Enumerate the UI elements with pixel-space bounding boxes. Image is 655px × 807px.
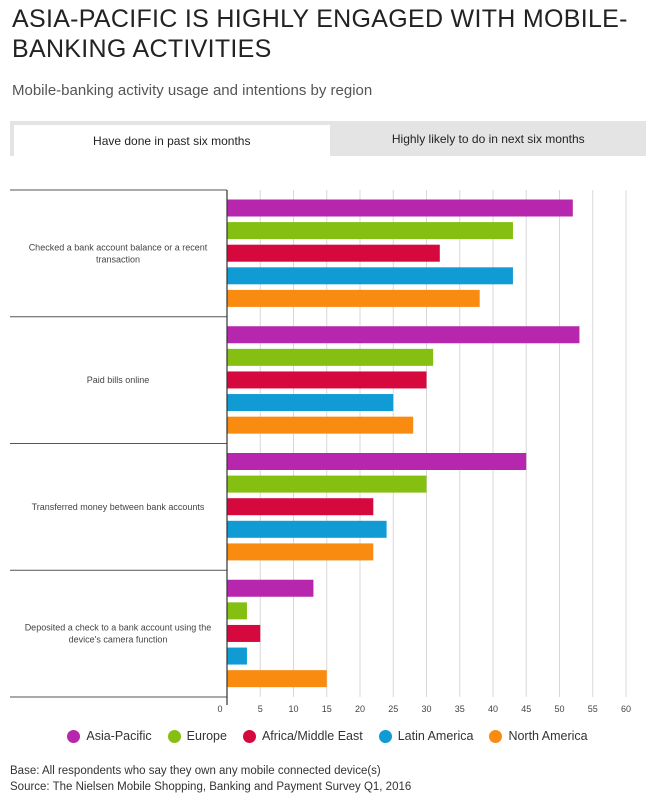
bar-2-europe	[227, 348, 434, 366]
tab-bar: Have done in past six months Highly like…	[10, 121, 646, 156]
legend-item-europe: Europe	[167, 729, 227, 743]
legend-swatch	[167, 729, 181, 743]
x-tick-label-25: 25	[388, 704, 398, 714]
legend-swatch	[378, 729, 392, 743]
x-tick-label-15: 15	[322, 704, 332, 714]
x-tick-label-50: 50	[554, 704, 564, 714]
x-tick-label-30: 30	[421, 704, 431, 714]
chart-legend: Asia-Pacific Europe Africa/Middle East Lati…	[0, 729, 655, 743]
legend-item-north-america: North America	[489, 729, 588, 743]
legend-swatch	[489, 729, 503, 743]
category-label-1: Checked a bank account balance or a rece…	[29, 242, 208, 264]
legend-label: Europe	[186, 729, 227, 743]
bar-2-north-america	[227, 416, 414, 434]
footnote-source: Source: The Nielsen Mobile Shopping, Ban…	[10, 781, 412, 793]
legend-label: Asia-Pacific	[86, 729, 152, 743]
legend-item-asia-pacific: Asia-Pacific	[67, 729, 152, 743]
legend-label: Africa/Middle East	[261, 729, 363, 743]
legend-label: North America	[508, 729, 588, 743]
page-title: ASIA-PACIFIC IS HIGHLY ENGAGED WITH MOBI…	[12, 5, 628, 63]
bar-3-asia-pacific	[227, 453, 527, 470]
bar-1-asia-pacific	[227, 199, 573, 217]
bar-1-africa-middle-east	[227, 244, 440, 262]
bar-4-north-america	[227, 670, 327, 688]
bar-1-europe	[227, 222, 513, 240]
x-tick-label-35: 35	[455, 704, 465, 714]
category-label-4: Deposited a check to a bank account usin…	[25, 623, 212, 645]
legend-swatch	[242, 729, 256, 743]
bar-4-europe	[227, 602, 247, 620]
x-tick-label-60: 60	[621, 704, 631, 714]
bar-1-latin-america	[227, 267, 513, 285]
bar-3-latin-america	[227, 520, 387, 538]
x-tick-label-0: 0	[217, 704, 222, 714]
category-label-3: Transferred money between bank accounts	[32, 502, 205, 512]
bar-2-latin-america	[227, 394, 394, 412]
bar-4-africa-middle-east	[227, 624, 261, 642]
x-tick-label-40: 40	[488, 704, 498, 714]
tab-past-six-months[interactable]: Have done in past six months	[13, 124, 331, 156]
bar-3-north-america	[227, 543, 374, 561]
bar-4-asia-pacific	[227, 579, 314, 597]
x-tick-label-10: 10	[288, 704, 298, 714]
legend-label: Latin America	[397, 729, 474, 743]
x-tick-label-20: 20	[355, 704, 365, 714]
bar-4-latin-america	[227, 647, 247, 665]
x-tick-label-5: 5	[258, 704, 263, 714]
bar-3-europe	[227, 475, 427, 493]
bar-2-asia-pacific	[227, 326, 580, 344]
legend-item-latin-america: Latin America	[378, 729, 474, 743]
bar-2-africa-middle-east	[227, 371, 427, 389]
x-tick-label-55: 55	[588, 704, 598, 714]
category-label-2: Paid bills online	[87, 375, 150, 385]
bar-1-north-america	[227, 289, 480, 307]
chart-subtitle: Mobile-banking activity usage and intent…	[12, 82, 373, 99]
legend-swatch	[67, 729, 81, 743]
x-tick-label-45: 45	[521, 704, 531, 714]
tab-next-six-months[interactable]: Highly likely to do in next six months	[391, 131, 585, 146]
footnote-base: Base: All respondents who say they own a…	[10, 765, 381, 777]
bar-3-africa-middle-east	[227, 498, 374, 516]
bar-chart: Checked a bank account balance or a rece…	[10, 189, 631, 714]
legend-item-africa-middle-east: Africa/Middle East	[242, 729, 363, 743]
